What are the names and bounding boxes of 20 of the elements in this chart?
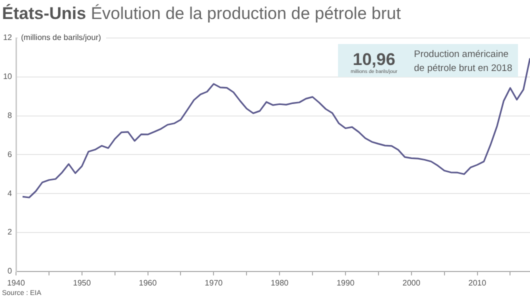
x-tick-label: 1960	[138, 278, 158, 288]
y-tick-label: 2	[8, 228, 13, 237]
x-tick-label: 1990	[336, 278, 355, 288]
chart-subtitle: Évolution de la production de pétrole brut	[90, 4, 401, 23]
x-tick-label: 2000	[402, 278, 421, 288]
annotation: Production américaine de pétrole brut en 2018	[414, 49, 512, 74]
y-tick-label: 4	[8, 188, 13, 198]
x-tick-label: 2010	[468, 278, 487, 288]
y-tick-label: 12	[3, 33, 13, 42]
x-tick-label: 1950	[73, 278, 92, 288]
y-tick-label: 0	[8, 266, 13, 276]
x-tick-label: 1940	[7, 278, 26, 288]
y-tick-label: 10	[3, 72, 13, 82]
x-tick-label: 1980	[270, 278, 290, 288]
y-tick-label: 8	[8, 111, 13, 120]
chart-title: États-Unis	[2, 4, 86, 23]
y-tick-label: 6	[8, 150, 13, 159]
x-tick-label: 1970	[204, 278, 224, 288]
annotation: 10,96	[352, 50, 396, 69]
y-axis-title: (millions de barils/jour)	[21, 33, 102, 42]
